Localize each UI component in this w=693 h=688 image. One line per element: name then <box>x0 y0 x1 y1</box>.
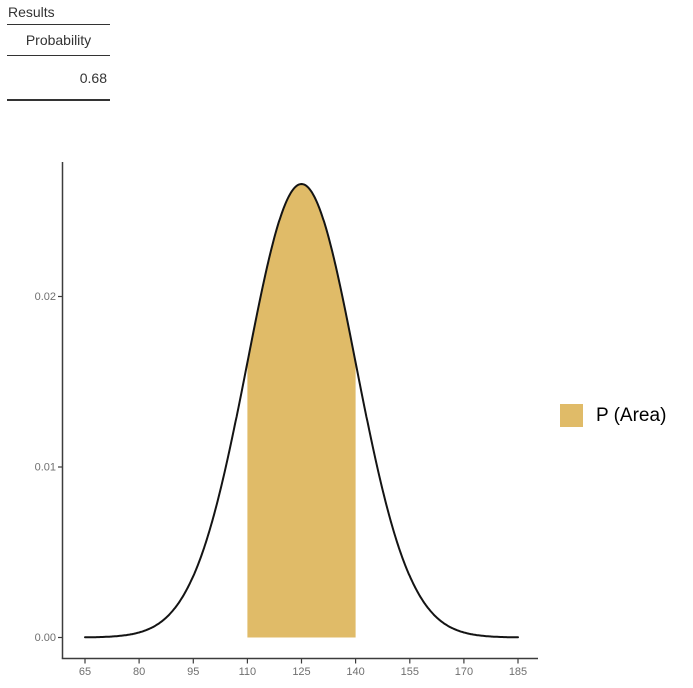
y-tick-label: 0.02 <box>35 291 56 303</box>
x-tick-label: 110 <box>239 666 257 678</box>
shaded-probability-area <box>247 184 356 638</box>
results-table: Results Probability 0.68 <box>7 3 110 101</box>
results-column-header-probability: Probability <box>7 24 110 56</box>
x-tick-label: 140 <box>346 666 364 678</box>
results-table-title: Results <box>8 4 55 20</box>
density-curve <box>84 182 519 639</box>
y-tick-label: 0.00 <box>35 632 56 644</box>
x-tick-label: 80 <box>133 666 145 678</box>
results-probability-value: 0.68 <box>7 56 110 101</box>
x-tick-label: 125 <box>292 666 310 678</box>
legend-label: P (Area) <box>596 404 667 426</box>
legend: P (Area) <box>560 404 666 427</box>
y-tick-label: 0.01 <box>35 462 56 474</box>
x-tick-label: 155 <box>401 666 419 678</box>
x-tick-label: 65 <box>79 666 91 678</box>
legend-color-swatch <box>560 404 583 427</box>
x-tick-label: 95 <box>187 666 199 678</box>
x-tick-label: 185 <box>509 666 527 678</box>
x-tick-label: 170 <box>455 666 473 678</box>
